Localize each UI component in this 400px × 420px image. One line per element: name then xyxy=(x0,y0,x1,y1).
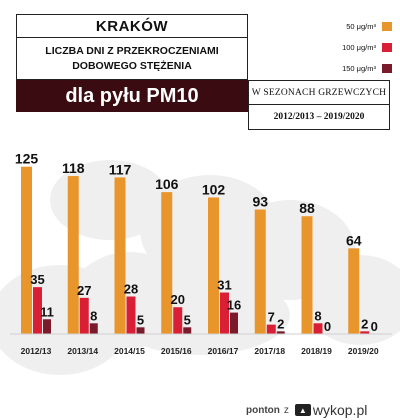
data-label-2014-15-s3: 5 xyxy=(137,312,144,327)
data-label-2014-15-s1: 117 xyxy=(109,161,132,177)
wykop-logo-icon: ▲ xyxy=(294,404,311,416)
data-label-2016-17-s1: 102 xyxy=(202,181,226,197)
bar-2014-15-s3 xyxy=(136,327,145,334)
bar-2017-18-s1 xyxy=(254,209,266,334)
bar-2016-17-s3 xyxy=(230,312,238,334)
data-label-2013-14-s3: 8 xyxy=(90,308,97,323)
data-label-2013-14-s1: 118 xyxy=(62,160,85,176)
bar-2013-14-s2 xyxy=(79,297,89,334)
bar-2013-14-s3 xyxy=(89,323,98,334)
bar-2015-16-s1 xyxy=(161,192,173,334)
data-label-2018-19-s2: 8 xyxy=(314,308,321,323)
bar-2012-13-s3 xyxy=(43,319,51,334)
data-label-2017-18-s1: 93 xyxy=(252,194,268,210)
x-tick-label-2015-16: 2015/16 xyxy=(161,346,192,356)
bar-2017-18-s3 xyxy=(276,331,285,334)
bar-2016-17-s2 xyxy=(220,292,229,334)
legend-swatch-100 xyxy=(382,42,392,52)
x-tick-label-2014-15: 2014/15 xyxy=(114,346,145,356)
data-label-2015-16-s2: 20 xyxy=(171,292,185,307)
data-label-2013-14-s2: 27 xyxy=(77,283,91,298)
legend-item-100: 100 μg/m³ xyxy=(292,37,392,57)
bar-2014-15-s1 xyxy=(114,177,126,334)
wykop-logo-text: wykop.pl xyxy=(312,402,368,418)
bar-2017-18-s2 xyxy=(266,324,276,334)
data-label-2015-16-s1: 106 xyxy=(155,176,179,192)
data-label-2012-13-s1: 125 xyxy=(15,151,39,167)
data-label-2017-18-s3: 2 xyxy=(277,316,284,331)
bar-2018-19-s2 xyxy=(313,323,323,334)
data-label-2019-20-s2: 2 xyxy=(361,316,368,331)
data-label-2015-16-s3: 5 xyxy=(184,312,191,327)
data-label-2016-17-s3: 16 xyxy=(227,298,241,313)
chart-legend: 50 μg/m³ 100 μg/m³ 150 μg/m³ xyxy=(292,16,392,79)
footer-via: z xyxy=(283,404,289,416)
bar-2015-16-s2 xyxy=(173,307,183,334)
bar-2018-19-s1 xyxy=(301,216,313,334)
data-label-2019-20-s1: 64 xyxy=(346,232,362,248)
x-tick-label-2012-13: 2012/13 xyxy=(21,346,52,356)
season-note: W SEZONACH GRZEWCZYCH xyxy=(248,80,390,105)
pollutant-banner: dla pyłu PM10 xyxy=(16,80,248,112)
footer-username[interactable]: ponton xyxy=(246,404,280,416)
data-label-2012-13-s3: 11 xyxy=(40,304,54,319)
x-tick-label-2018-19: 2018/19 xyxy=(301,346,332,356)
bar-2016-17-s1 xyxy=(208,197,219,334)
legend-label-50: 50 μg/m³ xyxy=(346,21,376,31)
data-label-2012-13-s2: 35 xyxy=(30,272,44,287)
city-title: KRAKÓW xyxy=(16,14,248,38)
footer-credit: ponton z ▲ wykop.pl xyxy=(246,402,367,418)
bar-2015-16-s3 xyxy=(183,327,192,334)
data-label-2019-20-s3: 0 xyxy=(371,319,378,334)
x-tick-label-2017-18: 2017/18 xyxy=(254,346,285,356)
bar-2012-13-s1 xyxy=(21,166,32,334)
legend-swatch-50 xyxy=(382,21,392,31)
data-label-2017-18-s2: 7 xyxy=(268,310,275,325)
bar-2013-14-s1 xyxy=(67,176,79,334)
x-tick-label-2016-17: 2016/17 xyxy=(208,346,239,356)
bar-2019-20-s2 xyxy=(360,331,370,334)
bar-2012-13-s2 xyxy=(33,287,42,334)
legend-label-150: 150 μg/m³ xyxy=(342,63,376,73)
data-label-2018-19-s3: 0 xyxy=(324,319,331,334)
bar-2019-20-s1 xyxy=(348,248,360,334)
data-label-2014-15-s2: 28 xyxy=(124,282,138,297)
legend-item-150: 150 μg/m³ xyxy=(292,58,392,78)
legend-label-100: 100 μg/m³ xyxy=(342,42,376,52)
data-label-2016-17-s2: 31 xyxy=(217,278,231,293)
data-label-2018-19-s1: 88 xyxy=(299,200,315,216)
legend-item-50: 50 μg/m³ xyxy=(292,16,392,36)
season-range: 2012/2013 – 2019/2020 xyxy=(248,105,390,130)
chart-subtitle: LICZBA DNI Z PRZEKROCZENIAMI DOBOWEGO ST… xyxy=(16,38,248,80)
x-tick-label-2019-20: 2019/20 xyxy=(348,346,379,356)
legend-swatch-150 xyxy=(382,63,392,73)
wykop-logo[interactable]: ▲ wykop.pl xyxy=(294,402,368,418)
bar-2014-15-s2 xyxy=(126,296,136,334)
x-tick-label-2013-14: 2013/14 xyxy=(67,346,98,356)
